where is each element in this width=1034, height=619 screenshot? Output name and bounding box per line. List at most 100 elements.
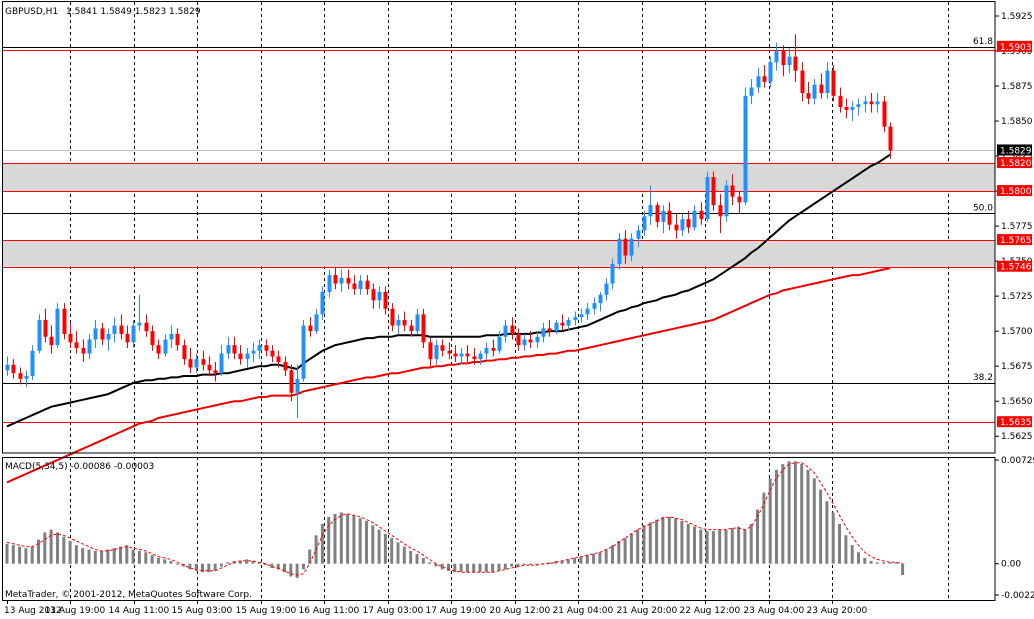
macd-bar	[566, 559, 570, 564]
candle-body	[875, 101, 880, 105]
price-tick-label: 1.5675	[1001, 362, 1033, 372]
macd-bar	[857, 552, 860, 564]
candle-body	[547, 328, 552, 332]
ohlc-label: 1.5841 1.5849 1.5823 1.5829	[66, 7, 201, 17]
fib-label: 50.0	[973, 203, 993, 213]
candle-body	[819, 84, 824, 94]
candle-body	[497, 336, 502, 351]
macd-bar	[730, 528, 734, 564]
candle-body	[100, 328, 105, 340]
price-label-text: 1.5829	[1000, 146, 1032, 156]
macd-bar	[358, 518, 362, 564]
macd-bar	[49, 529, 53, 564]
candle-body	[339, 277, 344, 284]
sr-zone	[3, 240, 995, 267]
candles	[5, 34, 893, 418]
price-tick-label: 1.5775	[1001, 222, 1033, 232]
macd-bar	[529, 563, 532, 566]
macd-bar	[478, 563, 482, 573]
macd-bar	[156, 558, 160, 564]
macd-bar	[510, 563, 514, 567]
candle-body	[264, 345, 269, 351]
candle-body	[705, 177, 710, 220]
candle-body	[661, 210, 666, 222]
macd-bar	[850, 545, 854, 564]
price-tick-label: 1.5700	[1001, 327, 1033, 337]
macd-bar	[339, 512, 343, 564]
candle-body	[838, 95, 843, 108]
sr-zones	[3, 163, 995, 267]
candle-body	[699, 210, 704, 220]
macd-bar	[194, 563, 198, 571]
candle-body	[182, 345, 187, 360]
candle-body	[781, 51, 786, 66]
macd-bar	[131, 549, 135, 564]
fib-labels: 61.8 50.0 38.2	[973, 37, 993, 383]
candle-body	[636, 230, 641, 239]
candle-body	[383, 291, 388, 309]
macd-bar	[43, 532, 47, 564]
macd-bar	[447, 563, 450, 571]
candle-body	[528, 339, 533, 343]
macd-bar	[125, 545, 129, 564]
price-label-text: 1.5903	[1000, 43, 1032, 53]
price-label-box	[997, 260, 1032, 272]
macd-bar	[150, 555, 154, 564]
candle-body	[219, 353, 224, 374]
candle-body	[194, 359, 199, 368]
macd-bar	[30, 546, 34, 564]
macd-bar	[503, 563, 507, 570]
macd-bar	[705, 531, 709, 564]
candle-body	[692, 210, 697, 228]
macd-bar	[882, 562, 886, 564]
macd-bar	[781, 464, 785, 564]
candle-body	[869, 101, 874, 105]
candle-body	[434, 345, 439, 360]
macd-bar	[74, 545, 78, 564]
macd-bar	[320, 523, 324, 564]
macd-bar	[365, 521, 368, 564]
candle-body	[137, 322, 142, 326]
macd-bar	[68, 541, 72, 564]
macd-bar	[667, 516, 671, 564]
macd-bar	[428, 562, 432, 564]
macd-bar	[491, 563, 495, 573]
price-label-box	[997, 144, 1032, 156]
macd-bar	[623, 538, 627, 564]
candle-body	[768, 62, 773, 82]
candle-body	[800, 70, 805, 94]
price-tick-label: 1.5900	[1001, 47, 1033, 57]
candle-body	[320, 291, 325, 315]
macd-bar	[11, 545, 15, 564]
price-label-text: 1.5800	[1000, 187, 1032, 197]
candle-body	[283, 361, 288, 371]
candle-body	[18, 373, 23, 379]
macd-bar	[81, 548, 85, 564]
macd-bar	[251, 560, 255, 564]
candle-body	[226, 345, 231, 354]
macd-bar	[686, 523, 690, 564]
macd-bar	[863, 558, 867, 564]
candle-body	[453, 353, 458, 357]
candle-body	[289, 370, 294, 393]
candle-body	[787, 56, 792, 66]
macd-label: MACD(5,34,5) -0.00086 -0.00003	[5, 462, 154, 472]
fib-label: 38.2	[973, 373, 993, 383]
time-tick-label: 16 Aug 11:00	[299, 606, 360, 616]
macd-bar	[289, 563, 293, 577]
candle-body	[793, 56, 798, 71]
candle-body	[850, 107, 855, 110]
macd-bar	[346, 513, 350, 564]
candle-body	[232, 345, 237, 354]
macd-bar	[592, 553, 596, 564]
price-label-box	[997, 40, 1032, 52]
macd-bar	[579, 556, 583, 564]
macd-bar	[276, 563, 280, 570]
macd-bar	[383, 533, 387, 564]
candle-body	[686, 219, 691, 228]
candle-body	[276, 356, 281, 362]
macd-bar	[333, 513, 337, 564]
candle-body	[402, 319, 407, 326]
macd-bar	[775, 469, 778, 564]
